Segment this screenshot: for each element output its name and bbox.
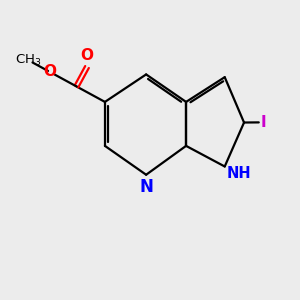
- Text: O: O: [43, 64, 56, 80]
- Text: O: O: [80, 49, 94, 64]
- Text: CH$_3$: CH$_3$: [15, 53, 42, 68]
- Text: NH: NH: [226, 166, 251, 181]
- Text: I: I: [260, 115, 266, 130]
- Text: N: N: [139, 178, 153, 196]
